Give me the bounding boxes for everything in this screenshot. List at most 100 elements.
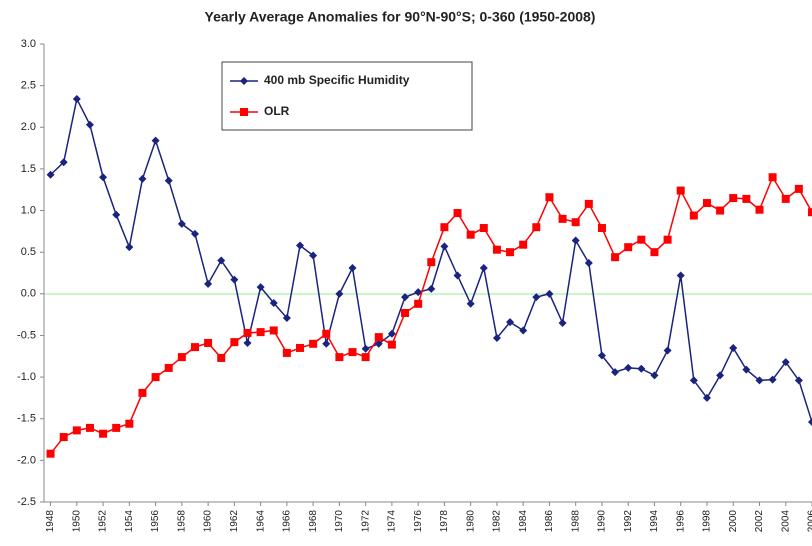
data-point bbox=[361, 353, 370, 362]
legend-label: 400 mb Specific Humidity bbox=[264, 73, 410, 87]
data-point bbox=[414, 288, 423, 297]
data-point bbox=[571, 218, 580, 227]
data-point bbox=[414, 299, 423, 308]
data-point bbox=[387, 329, 396, 338]
x-tick-label: 1962 bbox=[229, 510, 240, 533]
y-tick-label: 1.0 bbox=[21, 204, 36, 216]
data-point bbox=[650, 248, 659, 257]
data-point bbox=[479, 224, 488, 233]
data-point bbox=[177, 353, 186, 362]
data-point bbox=[164, 363, 173, 372]
x-tick-label: 1990 bbox=[597, 510, 608, 533]
data-point bbox=[85, 120, 94, 129]
x-tick-label: 1956 bbox=[150, 510, 161, 533]
data-point bbox=[597, 224, 606, 233]
data-point bbox=[138, 174, 147, 183]
data-point bbox=[768, 173, 777, 182]
x-tick-label: 1958 bbox=[176, 510, 187, 533]
x-tick-label: 1964 bbox=[255, 510, 266, 533]
data-point bbox=[46, 449, 55, 458]
data-point bbox=[479, 264, 488, 273]
data-point bbox=[85, 423, 94, 432]
data-point bbox=[427, 258, 436, 267]
y-tick-label: 2.5 bbox=[21, 80, 36, 92]
data-point bbox=[624, 243, 633, 252]
y-tick-label: -2.5 bbox=[17, 496, 36, 508]
data-point bbox=[190, 343, 199, 352]
data-point bbox=[755, 205, 764, 214]
data-point bbox=[624, 363, 633, 372]
data-point bbox=[217, 256, 226, 265]
x-tick-label: 2002 bbox=[754, 510, 765, 533]
legend-label: OLR bbox=[264, 104, 290, 118]
data-point bbox=[676, 271, 685, 280]
data-point bbox=[112, 423, 121, 432]
legend: 400 mb Specific Humidity OLR bbox=[221, 61, 473, 131]
data-point bbox=[256, 283, 265, 292]
data-point bbox=[269, 298, 278, 307]
data-point bbox=[256, 328, 265, 337]
y-tick-label: 0.0 bbox=[21, 288, 36, 300]
y-tick-label: -1.0 bbox=[17, 371, 36, 383]
x-tick-label: 2006 bbox=[807, 510, 812, 533]
y-tick-label: 1.5 bbox=[21, 163, 36, 175]
data-point bbox=[808, 418, 812, 427]
data-point bbox=[781, 358, 790, 367]
x-tick-label: 1952 bbox=[98, 510, 109, 533]
data-point bbox=[59, 433, 68, 442]
y-tick-label: 3.0 bbox=[21, 38, 36, 50]
data-point bbox=[151, 136, 160, 145]
data-point bbox=[663, 235, 672, 244]
x-tick-label: 1960 bbox=[203, 510, 214, 533]
data-point bbox=[374, 333, 383, 342]
data-point bbox=[125, 243, 134, 252]
data-point bbox=[689, 376, 698, 385]
data-point bbox=[584, 259, 593, 268]
x-tick-label: 1966 bbox=[282, 510, 293, 533]
x-tick-label: 1984 bbox=[518, 510, 529, 533]
data-point bbox=[584, 199, 593, 208]
data-point bbox=[125, 419, 134, 428]
data-point bbox=[204, 279, 213, 288]
data-point bbox=[453, 209, 462, 218]
x-tick-label: 1996 bbox=[675, 510, 686, 533]
data-point bbox=[322, 329, 331, 338]
x-tick-label: 1948 bbox=[45, 510, 56, 533]
data-point bbox=[335, 353, 344, 362]
x-tick-label: 2000 bbox=[728, 510, 739, 533]
data-point bbox=[650, 371, 659, 380]
data-point bbox=[46, 170, 55, 179]
data-point bbox=[387, 340, 396, 349]
data-point bbox=[716, 206, 725, 215]
x-tick-label: 1994 bbox=[649, 510, 660, 533]
data-point bbox=[269, 326, 278, 335]
data-point bbox=[729, 194, 738, 203]
data-point bbox=[492, 333, 501, 342]
data-point bbox=[466, 230, 475, 239]
data-point bbox=[519, 326, 528, 335]
data-point bbox=[702, 199, 711, 208]
x-tick-label: 2004 bbox=[780, 510, 791, 533]
legend-marker bbox=[240, 108, 248, 116]
x-tick-label: 1968 bbox=[308, 510, 319, 533]
data-point bbox=[755, 376, 764, 385]
x-tick-label: 1976 bbox=[413, 510, 424, 533]
data-point bbox=[794, 184, 803, 193]
data-point bbox=[190, 229, 199, 238]
data-point bbox=[282, 313, 291, 322]
y-tick-label: -0.5 bbox=[17, 329, 36, 341]
data-point bbox=[742, 194, 751, 203]
data-point bbox=[492, 245, 501, 254]
data-point bbox=[637, 364, 646, 373]
data-point bbox=[322, 339, 331, 348]
data-point bbox=[427, 284, 436, 293]
x-tick-label: 1998 bbox=[702, 510, 713, 533]
x-tick-label: 1982 bbox=[492, 510, 503, 533]
data-point bbox=[506, 318, 515, 327]
data-point bbox=[729, 343, 738, 352]
x-tick-label: 1978 bbox=[439, 510, 450, 533]
data-point bbox=[296, 241, 304, 250]
data-point bbox=[453, 271, 462, 280]
data-point bbox=[558, 318, 567, 327]
